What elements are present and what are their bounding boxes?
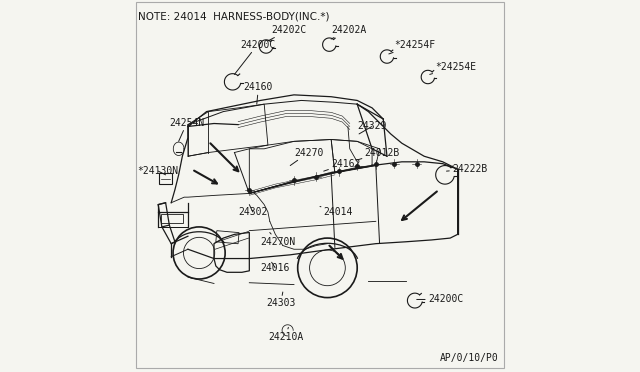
Text: 24160: 24160 [244,83,273,104]
Text: 24202C: 24202C [268,25,307,41]
Text: 24014: 24014 [320,206,353,217]
Bar [216,231,239,244]
Text: 24270: 24270 [291,148,323,166]
Text: 24329: 24329 [357,122,387,134]
Text: 24202A: 24202A [331,25,367,39]
Text: 24302: 24302 [238,205,268,217]
Text: 24270N: 24270N [260,232,296,247]
Text: *24254F: *24254F [389,40,436,54]
Text: 24200C: 24200C [417,295,463,304]
Text: 24254N: 24254N [170,118,205,141]
Text: 24012B: 24012B [357,148,400,160]
Bar [159,173,172,184]
Bar [161,214,184,223]
Text: AP/0/10/P0: AP/0/10/P0 [440,353,499,363]
Text: 24200C: 24200C [234,40,275,74]
Text: 24222B: 24222B [447,164,487,174]
Text: 24016: 24016 [260,262,290,273]
Text: 24303: 24303 [266,292,296,308]
Text: 24210A: 24210A [268,327,303,341]
Text: 24162: 24162 [324,159,360,171]
Text: *24130N: *24130N [138,166,179,176]
Text: *24254E: *24254E [429,62,476,74]
Text: NOTE: 24014  HARNESS-BODY(INC.*): NOTE: 24014 HARNESS-BODY(INC.*) [138,12,329,22]
